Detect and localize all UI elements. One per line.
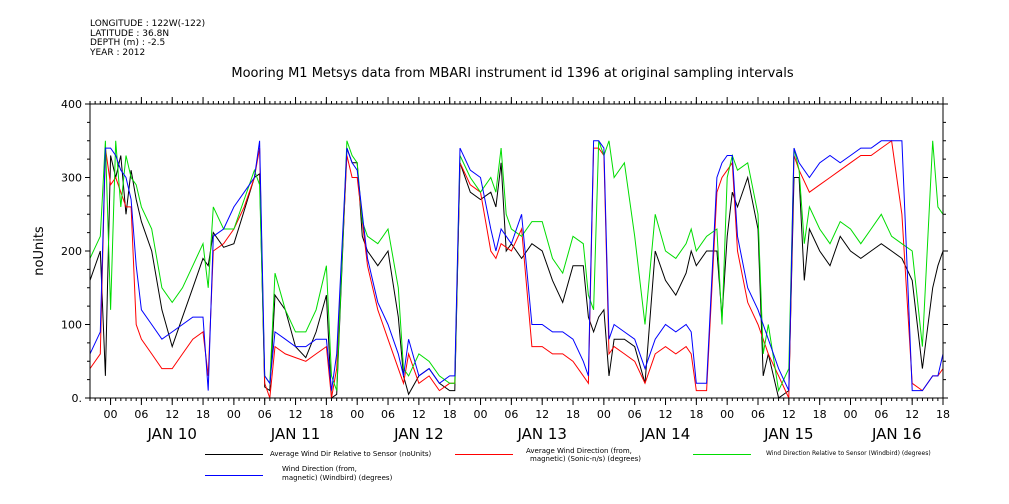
x-day-label: JAN 16 [871, 425, 922, 443]
legend-label-black: Average Wind Dir Relative to Sensor (noU… [270, 450, 432, 458]
legend-label-blue-1: Wind Direction (from, [282, 465, 357, 473]
x-day-label: JAN 15 [763, 425, 814, 443]
x-tick-label: 12 [659, 408, 673, 421]
legend-swatch-red [455, 454, 513, 455]
x-tick-label: 06 [874, 408, 888, 421]
x-tick-label: 00 [474, 408, 488, 421]
y-tick-label: 400 [61, 98, 82, 111]
x-day-label: JAN 12 [393, 425, 444, 443]
x-tick-label: 00 [720, 408, 734, 421]
legend-swatch-green [693, 454, 751, 455]
legend-label-red-2: magnetic) (Sonic-n/s) (degrees) [530, 455, 642, 463]
x-tick-label: 12 [165, 408, 179, 421]
x-tick-label: 18 [443, 408, 457, 421]
legend-label-blue-2: magnetic) (Windbird) (degrees) [282, 474, 393, 482]
x-tick-label: 06 [504, 408, 518, 421]
x-tick-label: 00 [104, 408, 118, 421]
x-tick-label: 00 [227, 408, 241, 421]
x-tick-label: 18 [813, 408, 827, 421]
x-tick-label: 12 [905, 408, 919, 421]
legend-label-green: Wind Direction Relative to Sensor (Windb… [766, 450, 931, 457]
x-tick-label: 06 [381, 408, 395, 421]
x-day-label: JAN 11 [270, 425, 321, 443]
x-tick-label: 00 [350, 408, 364, 421]
x-tick-label: 18 [319, 408, 333, 421]
series-line-blue [89, 140, 944, 392]
chart-title: Mooring M1 Metsys data from MBARI instru… [231, 66, 794, 81]
x-tick-label: 06 [258, 408, 272, 421]
legend-swatch-blue [205, 475, 263, 476]
series-line-black [89, 147, 944, 399]
x-day-label: JAN 14 [640, 425, 691, 443]
x-tick-label: 12 [289, 408, 303, 421]
y-tick-label: 0. [72, 392, 83, 405]
x-tick-label: 06 [628, 408, 642, 421]
x-tick-label: 18 [689, 408, 703, 421]
x-tick-label: 18 [566, 408, 580, 421]
x-tick-label: 12 [535, 408, 549, 421]
y-tick-label: 300 [61, 172, 82, 185]
series-line-green [89, 140, 944, 393]
y-axis-label: noUnits [32, 226, 47, 276]
y-tick-label: 100 [61, 319, 82, 332]
x-tick-label: 06 [751, 408, 765, 421]
depth-text: DEPTH (m) : -2.5 [90, 38, 166, 48]
metadata-block: LONGITUDE : 122W(-122) LATITUDE : 36.8N … [90, 19, 206, 58]
series-line-red [89, 139, 944, 399]
y-tick-label: 200 [61, 245, 82, 258]
x-tick-label: 18 [936, 408, 950, 421]
x-day-label: JAN 13 [516, 425, 567, 443]
x-tick-label: 12 [782, 408, 796, 421]
x-tick-label: 12 [412, 408, 426, 421]
x-tick-label: 18 [196, 408, 210, 421]
x-tick-label: 00 [597, 408, 611, 421]
legend-label-red-1: Average Wind Direction (from, [526, 447, 632, 455]
x-tick-label: 00 [844, 408, 858, 421]
latitude-text: LATITUDE : 36.8N [90, 28, 170, 39]
longitude-text: LONGITUDE : 122W(-122) [90, 19, 206, 29]
x-tick-label: 06 [134, 408, 148, 421]
year-text: YEAR : 2012 [90, 47, 146, 58]
x-day-label: JAN 10 [146, 425, 197, 443]
legend-swatch-black [205, 454, 263, 455]
